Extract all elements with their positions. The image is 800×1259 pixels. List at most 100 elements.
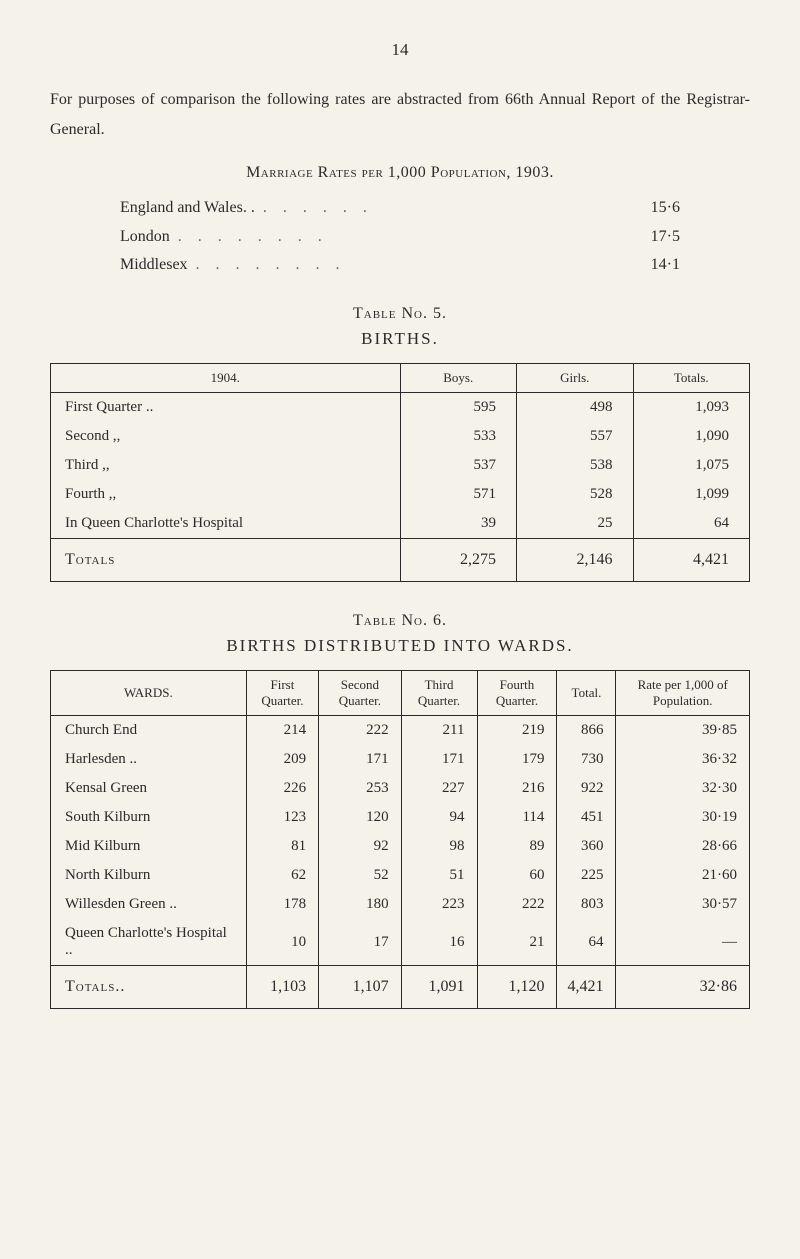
- cell-value: 30·57: [616, 890, 750, 919]
- rate-row: Middlesex . . . . . . . . 14·1: [120, 251, 680, 280]
- cell-value: 21·60: [616, 861, 750, 890]
- rate-dots: . . . . . .: [263, 194, 643, 223]
- table-row: Kensal Green 226 253 227 216 922 32·30: [51, 774, 750, 803]
- page-number: 14: [50, 40, 750, 60]
- wards-table-caption: Table No. 6.: [50, 612, 750, 630]
- col-header: Second Quarter.: [319, 671, 401, 716]
- table-row: North Kilburn 62 52 51 60 225 21·60: [51, 861, 750, 890]
- rate-label: London: [120, 223, 170, 252]
- cell-value: 571: [400, 480, 517, 509]
- rate-label: Middlesex: [120, 251, 188, 280]
- rate-dots: . . . . . . . .: [178, 223, 643, 252]
- col-header: Rate per 1,000 of Population.: [616, 671, 750, 716]
- row-label: Church End: [51, 716, 247, 746]
- cell-value: 81: [246, 832, 318, 861]
- cell-value: 180: [319, 890, 401, 919]
- cell-value: 98: [401, 832, 477, 861]
- totals-value: 2,146: [517, 539, 634, 582]
- totals-value: 2,275: [400, 539, 517, 582]
- row-label: South Kilburn: [51, 803, 247, 832]
- table-row: Mid Kilburn 81 92 98 89 360 28·66: [51, 832, 750, 861]
- wards-table: WARDS. First Quarter. Second Quarter. Th…: [50, 670, 750, 1009]
- cell-value: 227: [401, 774, 477, 803]
- cell-value: 25: [517, 509, 634, 539]
- cell-value: —: [616, 919, 750, 966]
- row-label: Queen Charlotte's Hospital ..: [51, 919, 247, 966]
- cell-value: 62: [246, 861, 318, 890]
- col-header: Fourth Quarter.: [477, 671, 557, 716]
- rate-row: London . . . . . . . . 17·5: [120, 223, 680, 252]
- cell-value: 219: [477, 716, 557, 746]
- cell-value: 28·66: [616, 832, 750, 861]
- table-row: In Queen Charlotte's Hospital 39 25 64: [51, 509, 750, 539]
- cell-value: 51: [401, 861, 477, 890]
- table-row: First Quarter .. 595 498 1,093: [51, 393, 750, 423]
- totals-label-text: Totals..: [65, 978, 125, 995]
- cell-value: 533: [400, 422, 517, 451]
- row-label: First Quarter ..: [51, 393, 401, 423]
- table-header-row: 1904. Boys. Girls. Totals.: [51, 364, 750, 393]
- col-header: First Quarter.: [246, 671, 318, 716]
- rate-value: 15·6: [651, 194, 680, 223]
- row-label: Second ,,: [51, 422, 401, 451]
- row-label: Harlesden ..: [51, 745, 247, 774]
- rate-label: England and Wales. .: [120, 194, 255, 223]
- table-row: Queen Charlotte's Hospital .. 10 17 16 2…: [51, 919, 750, 966]
- cell-value: 223: [401, 890, 477, 919]
- cell-value: 557: [517, 422, 634, 451]
- row-label: North Kilburn: [51, 861, 247, 890]
- totals-value: 1,120: [477, 966, 557, 1009]
- cell-value: 1,099: [633, 480, 750, 509]
- table-row: South Kilburn 123 120 94 114 451 30·19: [51, 803, 750, 832]
- cell-value: 89: [477, 832, 557, 861]
- cell-value: 216: [477, 774, 557, 803]
- cell-value: 64: [633, 509, 750, 539]
- totals-row: Totals 2,275 2,146 4,421: [51, 539, 750, 582]
- cell-value: 498: [517, 393, 634, 423]
- totals-value: 4,421: [633, 539, 750, 582]
- table-row: Willesden Green .. 178 180 223 222 803 3…: [51, 890, 750, 919]
- cell-value: 866: [557, 716, 616, 746]
- totals-value: 4,421: [557, 966, 616, 1009]
- col-header: Total.: [557, 671, 616, 716]
- cell-value: 92: [319, 832, 401, 861]
- cell-value: 179: [477, 745, 557, 774]
- row-label: In Queen Charlotte's Hospital: [51, 509, 401, 539]
- totals-label: Totals: [51, 539, 401, 582]
- totals-label: Totals..: [51, 966, 247, 1009]
- cell-value: 1,090: [633, 422, 750, 451]
- cell-value: 1,075: [633, 451, 750, 480]
- totals-value: 32·86: [616, 966, 750, 1009]
- cell-value: 32·30: [616, 774, 750, 803]
- row-label: Mid Kilburn: [51, 832, 247, 861]
- cell-value: 123: [246, 803, 318, 832]
- table-row: Church End 214 222 211 219 866 39·85: [51, 716, 750, 746]
- cell-value: 171: [401, 745, 477, 774]
- cell-value: 64: [557, 919, 616, 966]
- cell-value: 10: [246, 919, 318, 966]
- rate-value: 17·5: [651, 223, 680, 252]
- cell-value: 537: [400, 451, 517, 480]
- cell-value: 451: [557, 803, 616, 832]
- totals-value: 1,091: [401, 966, 477, 1009]
- totals-value: 1,103: [246, 966, 318, 1009]
- totals-label-text: Totals: [65, 551, 115, 568]
- cell-value: 225: [557, 861, 616, 890]
- col-header: 1904.: [51, 364, 401, 393]
- rate-row: England and Wales. . . . . . . . 15·6: [120, 194, 680, 223]
- cell-value: 222: [477, 890, 557, 919]
- cell-value: 360: [557, 832, 616, 861]
- cell-value: 16: [401, 919, 477, 966]
- col-header: Third Quarter.: [401, 671, 477, 716]
- cell-value: 730: [557, 745, 616, 774]
- cell-value: 21: [477, 919, 557, 966]
- cell-value: 528: [517, 480, 634, 509]
- cell-value: 36·32: [616, 745, 750, 774]
- wards-table-subcaption: BIRTHS DISTRIBUTED INTO WARDS.: [50, 636, 750, 656]
- births-table-subcaption: BIRTHS.: [50, 329, 750, 349]
- row-label: Kensal Green: [51, 774, 247, 803]
- births-table: 1904. Boys. Girls. Totals. First Quarter…: [50, 363, 750, 582]
- cell-value: 922: [557, 774, 616, 803]
- col-header: Girls.: [517, 364, 634, 393]
- table-row: Harlesden .. 209 171 171 179 730 36·32: [51, 745, 750, 774]
